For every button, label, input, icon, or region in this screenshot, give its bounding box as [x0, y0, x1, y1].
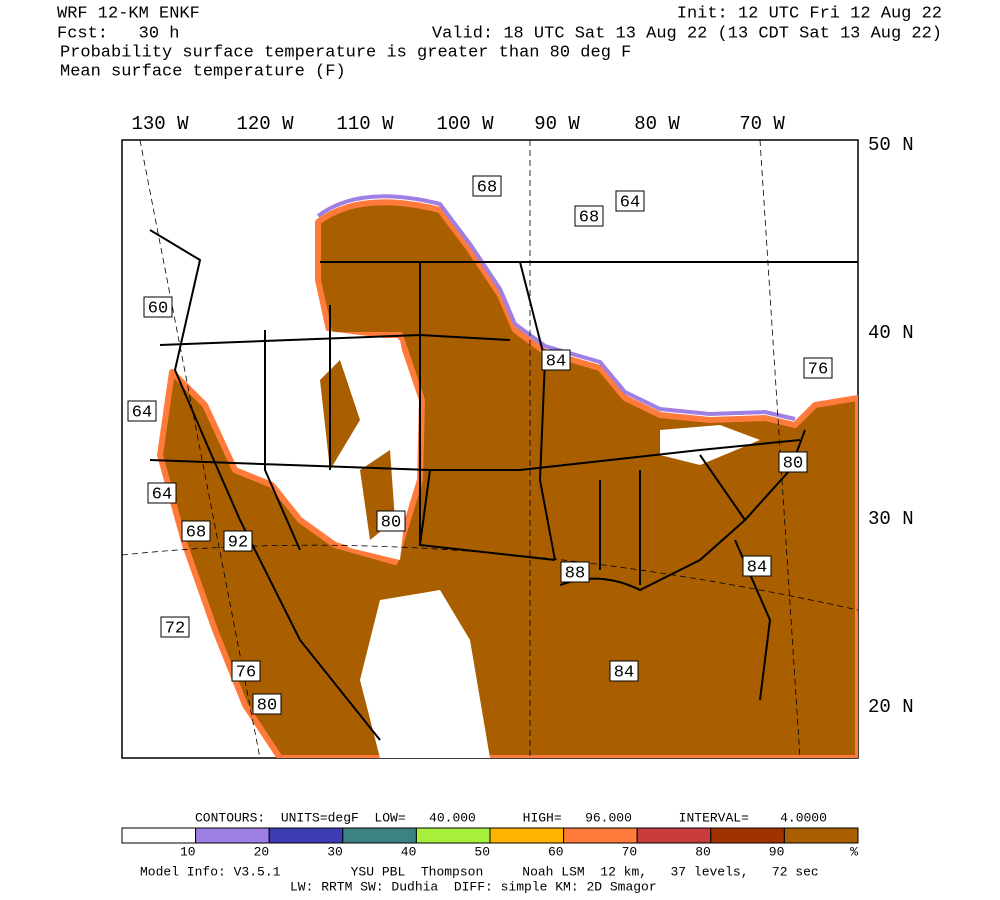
contour-label-box	[472, 175, 502, 197]
contour-label: 64	[620, 193, 640, 212]
contour-label: 92	[228, 533, 248, 552]
colorbar: CONTOURS: UNITS=degF LOW= 40.000 HIGH= 9…	[121, 810, 859, 859]
colorbar-label: 90	[769, 844, 785, 859]
contour-label-box	[181, 520, 211, 542]
colorbar-label: 10	[180, 844, 196, 859]
colorbar-swatch	[121, 827, 197, 844]
model-title: WRF 12-KM ENKF	[57, 4, 200, 23]
colorbar-label: 80	[695, 844, 711, 859]
contour-label-box	[127, 400, 157, 422]
longitude-label: 110 W	[336, 113, 394, 135]
latitude-label: 40 N	[868, 322, 914, 344]
colorbar-label: 70	[622, 844, 638, 859]
contour-label: 68	[579, 208, 599, 227]
contour-label-box	[609, 660, 639, 682]
contour-label: 68	[477, 178, 497, 197]
latitude-label: 20 N	[868, 696, 914, 718]
colorbar-swatch	[415, 827, 491, 844]
contour-label-box	[615, 190, 645, 212]
contour-label-box	[560, 561, 590, 583]
contour-label: 84	[614, 663, 634, 682]
field-title: Mean surface temperature (F)	[60, 62, 346, 81]
longitude-label: 90 W	[534, 113, 580, 135]
colorbar-swatch	[342, 827, 417, 844]
contour-label-box	[231, 660, 261, 682]
latitude-label: 50 N	[868, 134, 914, 156]
contour-label: 80	[783, 454, 803, 473]
colorbar-swatch	[636, 827, 712, 844]
colorbar-swatch	[710, 827, 785, 844]
longitude-label: 70 W	[739, 113, 785, 135]
colorbar-label: 50	[474, 844, 490, 859]
longitude-label: 100 W	[436, 113, 494, 135]
valid-time: Valid: 18 UTC Sat 13 Aug 22 (13 CDT Sat …	[432, 24, 942, 43]
contour-label: 60	[148, 299, 168, 318]
contour-label: 80	[257, 696, 277, 715]
map-labels: 130 W 120 W 110 W 100 W 90 W 80 W 70 W 50 N 40 N…	[127, 113, 914, 718]
colorbar-label: 20	[254, 844, 270, 859]
contour-label: 64	[132, 403, 152, 422]
contour-label: 80	[381, 513, 401, 532]
longitude-label: 80 W	[634, 113, 680, 135]
contour-label: 76	[808, 360, 828, 379]
colorbar-swatch	[195, 827, 270, 844]
contour-label: 84	[747, 558, 767, 577]
contour-label-box	[778, 451, 808, 473]
contour-label-box	[574, 205, 604, 227]
colorbar-swatch	[563, 827, 638, 844]
latitude-label: 30 N	[868, 508, 914, 530]
contour-label: 68	[186, 523, 206, 542]
contour-label-box	[541, 349, 571, 371]
contour-label-box	[803, 357, 833, 379]
contour-label-box	[742, 555, 772, 577]
longitude-label: 120 W	[236, 113, 294, 135]
colorbar-label: %	[850, 844, 858, 859]
contour-label: 64	[152, 485, 172, 504]
colorbar-label: 60	[548, 844, 564, 859]
contour-label-box	[223, 530, 253, 552]
contour-label: 88	[565, 564, 585, 583]
model-info: LW: RRTM SW: Dudhia DIFF: simple KM: 2D …	[290, 879, 657, 894]
longitude-label: 130 W	[131, 113, 189, 135]
contour-info: CONTOURS: UNITS=degF LOW= 40.000 HIGH= 9…	[195, 810, 827, 825]
contour-label-box	[160, 616, 190, 638]
contour-label-box	[147, 482, 177, 504]
model-info: Model Info: V3.5.1 YSU PBL Thompson Noah…	[140, 864, 819, 879]
contour-label: 76	[236, 663, 256, 682]
contour-label: 84	[546, 352, 566, 371]
colorbar-swatch	[783, 827, 859, 844]
colorbar-label: 30	[327, 844, 343, 859]
contour-label-box	[143, 296, 173, 318]
contour-label-box	[252, 693, 282, 715]
colorbar-label: 40	[401, 844, 417, 859]
init-time: Init: 12 UTC Fri 12 Aug 22	[677, 4, 942, 23]
colorbar-swatch	[268, 827, 344, 844]
contour-label-box	[376, 510, 406, 532]
contour-label: 72	[165, 619, 185, 638]
colorbar-swatch	[489, 827, 565, 844]
map	[121, 139, 859, 759]
forecast-hour: Fcst: 30 h	[57, 24, 179, 43]
field-title: Probability surface temperature is great…	[60, 43, 631, 62]
